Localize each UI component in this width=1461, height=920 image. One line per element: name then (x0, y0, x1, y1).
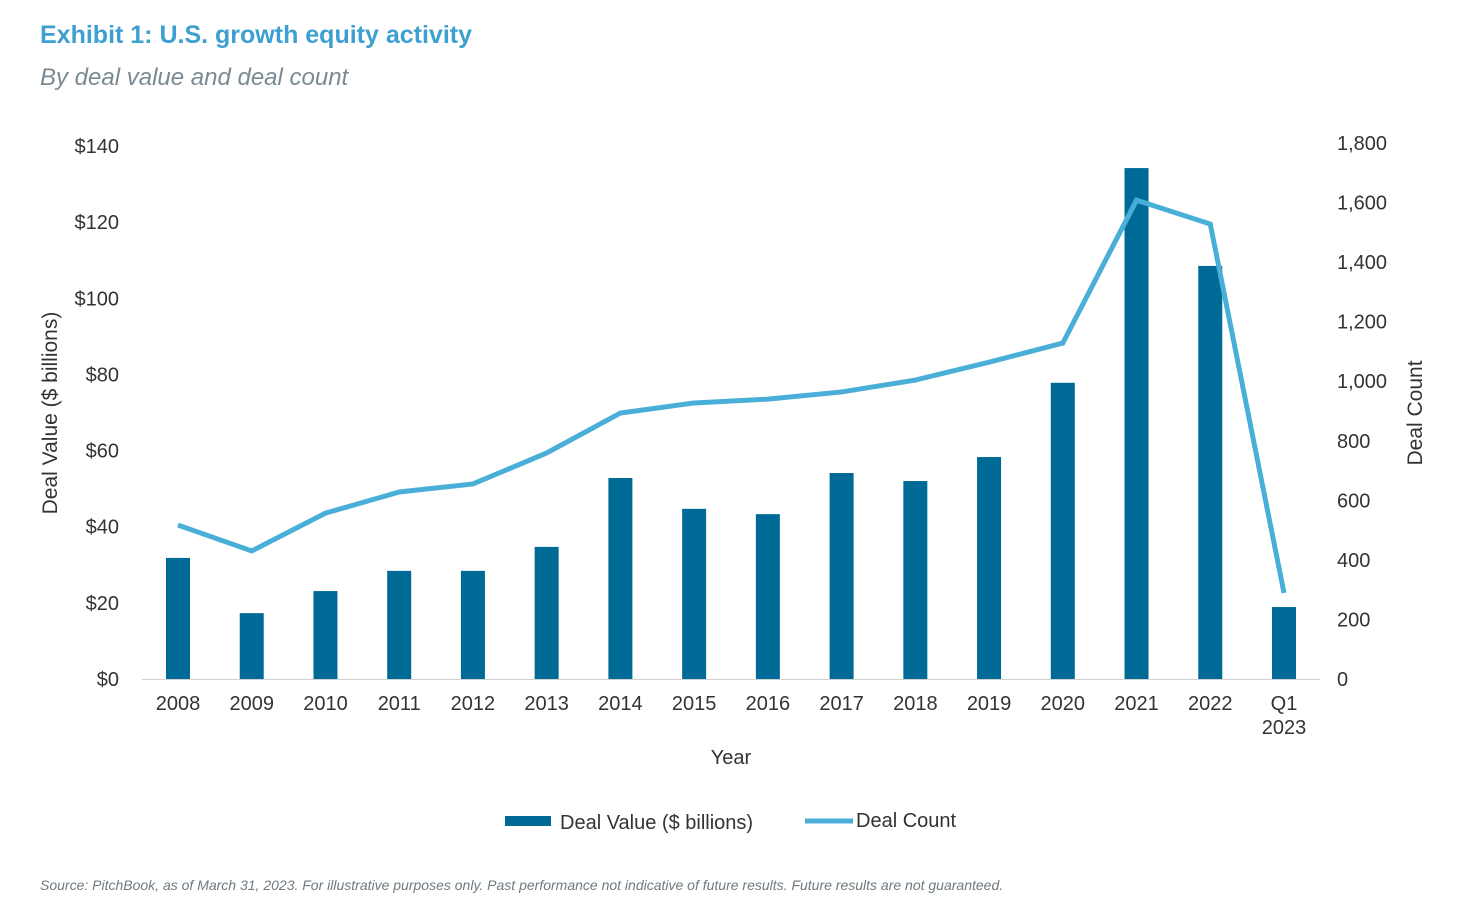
y-tick-label: $80 (86, 364, 119, 386)
y2-tick-label: 600 (1337, 490, 1370, 512)
y2-tick-label: 1,600 (1337, 193, 1387, 215)
x-tick-label: 2021 (1114, 693, 1159, 715)
bar-2009 (239, 613, 264, 679)
x-tick-label: 2012 (451, 693, 496, 715)
legend-swatch-deal-value (505, 816, 551, 826)
y2-tick-label: 1,400 (1337, 252, 1387, 274)
x-tick-label: 2019 (967, 693, 1012, 715)
bar-2014 (608, 477, 633, 679)
x-tick-label: 2010 (303, 693, 348, 715)
legend: Deal Value ($ billions) Deal Count (505, 810, 957, 834)
bar-2022 (1198, 265, 1223, 679)
y2-tick-label: 800 (1337, 431, 1370, 453)
y2-tick-label: 200 (1337, 609, 1370, 631)
y2-tick-label: 0 (1337, 669, 1348, 691)
bar-2008 (166, 557, 190, 679)
bar-2018 (903, 481, 928, 679)
x-tick-label: 2009 (229, 693, 274, 715)
y-tick-label: $20 (86, 593, 119, 615)
bar-2011 (387, 570, 412, 679)
source-note: Source: PitchBook, as of March 31, 2023.… (40, 877, 1004, 893)
bar-2020 (1050, 382, 1075, 679)
x-tick-label: 2017 (819, 693, 864, 715)
y2-axis-label: Deal Count (1404, 360, 1427, 465)
x-tick-label: Q1 2023 (1262, 693, 1307, 739)
y-tick-label: $60 (86, 441, 119, 463)
y2-tick-label: 1,000 (1337, 371, 1387, 393)
chart-title: Exhibit 1: U.S. growth equity activity (40, 21, 473, 49)
legend-label-deal-count: Deal Count (856, 810, 957, 832)
bar-2012 (460, 570, 485, 679)
bar-2019 (977, 457, 1002, 679)
x-tick-label: 2020 (1041, 693, 1086, 715)
x-tick-label: 2016 (746, 693, 791, 715)
y-axis-label: Deal Value ($ billions) (39, 312, 62, 515)
x-tick-label: 2011 (378, 693, 421, 715)
bar-2010 (313, 591, 338, 679)
x-tick-label: 2022 (1188, 693, 1233, 715)
x-tick-label: 2018 (893, 693, 938, 715)
y-tick-label: $120 (75, 212, 120, 234)
bar-2017 (829, 473, 854, 679)
x-axis-label: Year (711, 747, 752, 769)
bar-2015 (682, 508, 707, 679)
x-tick-label: 2015 (672, 693, 717, 715)
y2-tick-label: 400 (1337, 550, 1370, 572)
x-tick-label: 2014 (598, 693, 643, 715)
y2-tick-label: 1,800 (1337, 133, 1387, 155)
legend-label-deal-value: Deal Value ($ billions) (560, 812, 753, 834)
x-tick-label: 2013 (524, 693, 569, 715)
y-tick-label: $140 (75, 136, 120, 158)
y2-tick-label: 1,200 (1337, 312, 1387, 334)
bar-2021 (1124, 168, 1149, 679)
bar-Q1-2023 (1272, 607, 1296, 679)
bar-2013 (534, 546, 559, 679)
y-tick-label: $40 (86, 517, 119, 539)
deal-count-line (177, 197, 1287, 594)
y-tick-label: $0 (97, 669, 119, 691)
y-tick-label: $100 (75, 288, 120, 310)
chart-subtitle: By deal value and deal count (40, 64, 349, 91)
x-tick-label: 2008 (156, 693, 201, 715)
bar-2016 (755, 514, 780, 679)
